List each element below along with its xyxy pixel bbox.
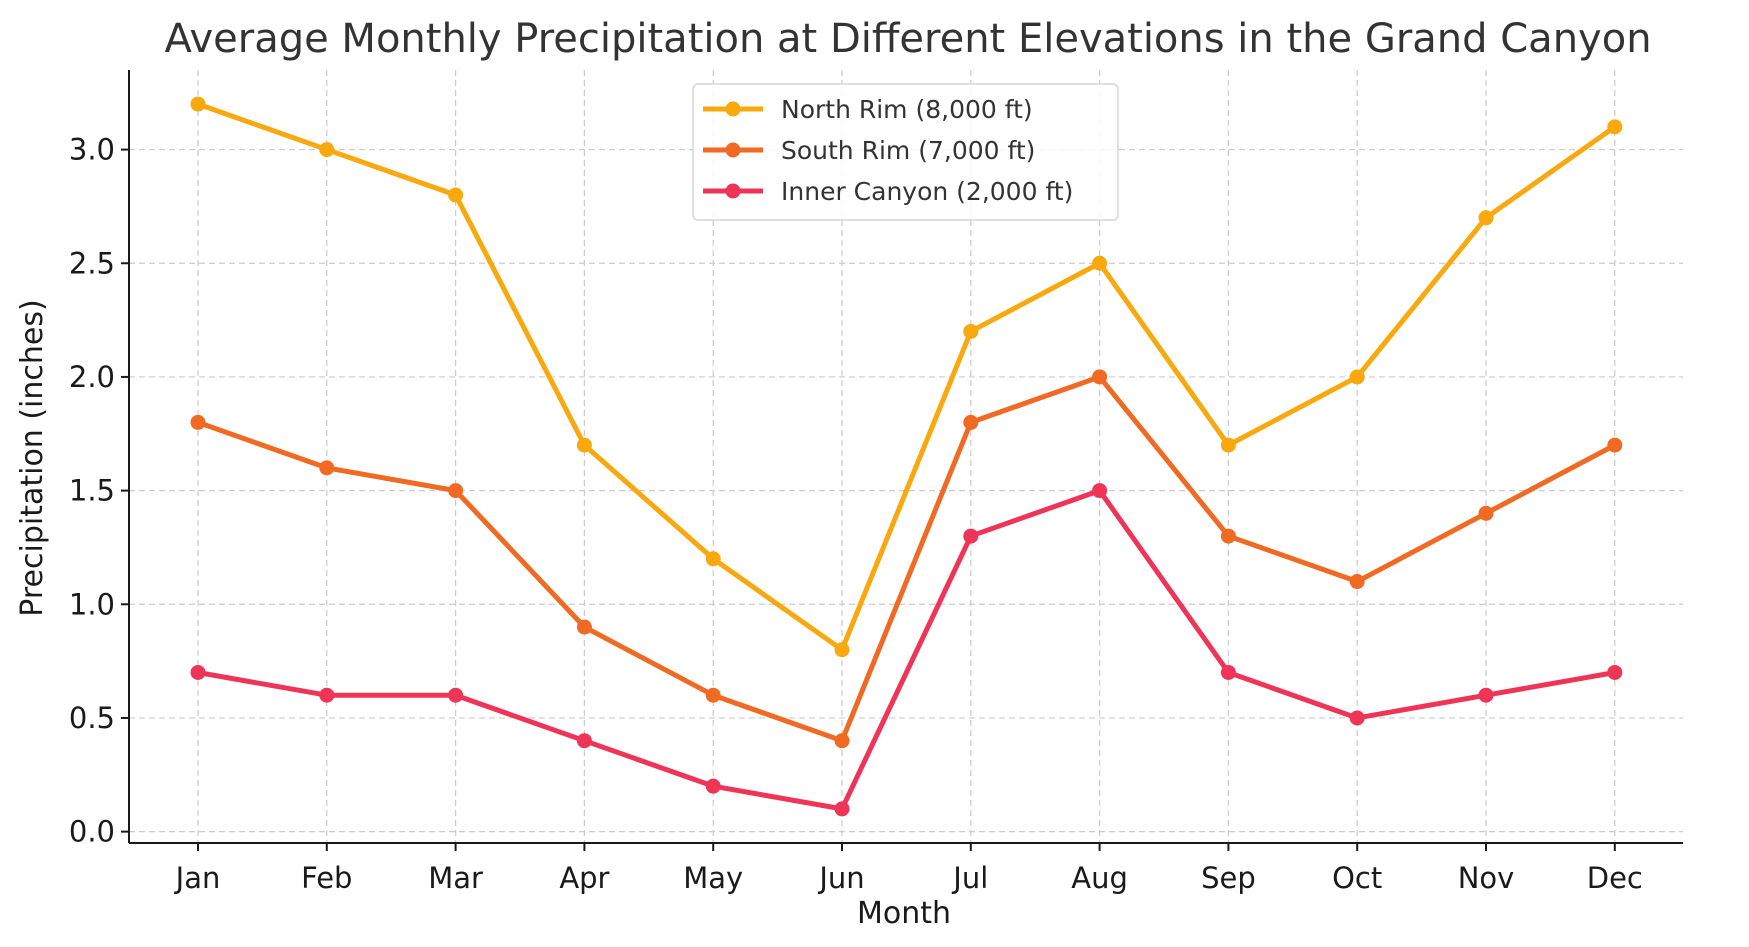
x-tick-label: Sep [1201, 861, 1256, 895]
x-tick-label: Mar [428, 861, 483, 895]
y-tick-label: 1.0 [69, 587, 115, 621]
data-point [1220, 437, 1236, 453]
legend-label-1: South Rim (7,000 ft) [781, 136, 1035, 165]
chart-title: Average Monthly Precipitation at Differe… [164, 16, 1651, 62]
x-tick-label: Feb [301, 861, 352, 895]
x-tick-label: Jan [174, 861, 221, 895]
legend-label-2: Inner Canyon (2,000 ft) [781, 177, 1073, 206]
y-axis-label: Precipitation (inches) [15, 299, 50, 616]
legend-swatch-marker [725, 101, 741, 117]
y-tick-label: 1.5 [69, 474, 115, 508]
legend-label-0: North Rim (8,000 ft) [781, 95, 1033, 124]
data-point [963, 528, 979, 544]
data-point [448, 187, 464, 203]
legend-swatch-marker [725, 183, 741, 199]
legend-swatch-marker [725, 142, 741, 158]
data-point [705, 687, 721, 703]
data-point [1478, 210, 1494, 226]
data-point [705, 551, 721, 567]
data-point [834, 733, 850, 749]
y-tick-label: 0.0 [69, 815, 115, 849]
data-point [448, 687, 464, 703]
data-point [1349, 369, 1365, 385]
data-point [1092, 255, 1108, 271]
data-point [576, 733, 592, 749]
x-tick-label: Aug [1071, 861, 1128, 895]
x-axis-label: Month [857, 896, 951, 931]
data-point [319, 687, 335, 703]
y-tick-label: 3.0 [69, 133, 115, 167]
data-point [190, 96, 206, 112]
data-point [448, 483, 464, 499]
data-point [1607, 119, 1623, 135]
data-point [1478, 687, 1494, 703]
data-point [1349, 574, 1365, 590]
data-point [1220, 528, 1236, 544]
x-tick-label: Jul [951, 861, 988, 895]
data-point [1607, 437, 1623, 453]
data-point [1349, 710, 1365, 726]
data-point [319, 142, 335, 158]
data-point [1607, 664, 1623, 680]
data-point [834, 642, 850, 658]
legend-box [692, 83, 1119, 221]
x-tick-label: May [683, 861, 743, 895]
data-point [834, 801, 850, 817]
data-point [319, 460, 335, 476]
x-tick-label: Oct [1332, 861, 1382, 895]
data-point [705, 778, 721, 794]
data-point [963, 414, 979, 430]
series-line-2 [195, 488, 1618, 812]
data-point [576, 437, 592, 453]
x-tick-label: Jun [817, 861, 864, 895]
x-tick-label: Apr [559, 861, 609, 895]
data-point [190, 664, 206, 680]
data-point [1220, 664, 1236, 680]
y-tick-label: 2.5 [69, 246, 115, 280]
data-point [576, 619, 592, 635]
x-tick-label: Nov [1458, 861, 1515, 895]
y-tick-label: 0.5 [69, 701, 115, 735]
data-point [190, 414, 206, 430]
series-line-1 [195, 374, 1618, 744]
series-layer [190, 96, 1623, 817]
y-tick-label: 2.0 [69, 360, 115, 394]
data-point [1092, 483, 1108, 499]
x-tick-label: Dec [1587, 861, 1643, 895]
legend: North Rim (8,000 ft) South Rim (7,000 ft)… [692, 83, 1119, 221]
axes-layer: Jan Feb Mar Apr May Jun Jul Aug Sep Oct Nov Dec 0.0 0… [69, 70, 1683, 895]
series-line-0 [195, 101, 1618, 653]
data-point [1478, 505, 1494, 521]
data-point [1092, 369, 1108, 385]
data-point [963, 323, 979, 339]
